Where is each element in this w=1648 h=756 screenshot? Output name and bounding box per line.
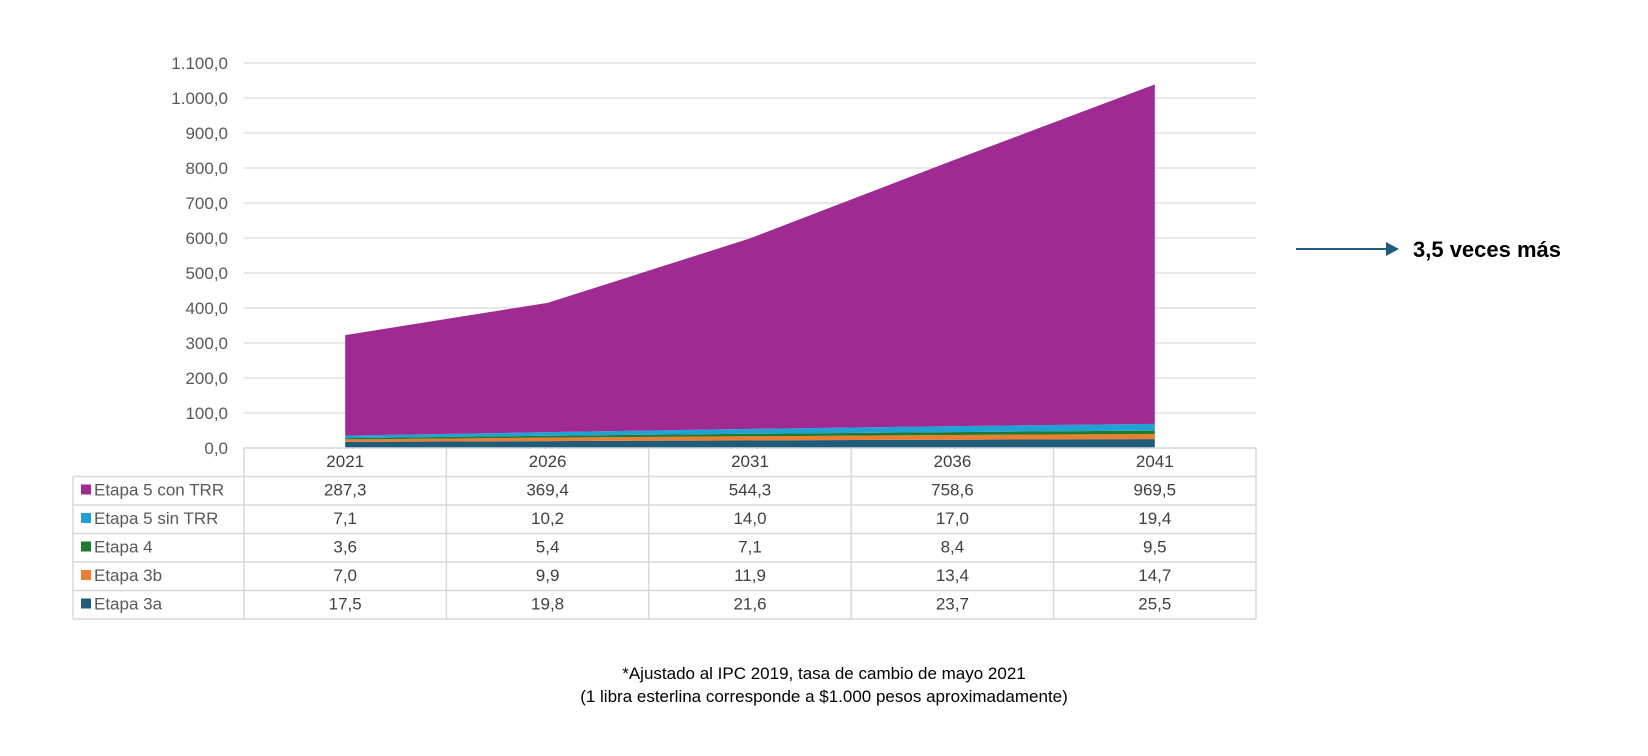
table-cell: 9,5 bbox=[1143, 538, 1167, 557]
table-cell: 17,0 bbox=[936, 509, 969, 528]
table-cell: 5,4 bbox=[536, 538, 560, 557]
legend-swatch bbox=[81, 484, 91, 495]
y-axis-ticks: 0,0 100,0 200,0 300,0 400,0 500,0 600,0 700,0 80… bbox=[171, 54, 228, 458]
y-tick-label: 1.100,0 bbox=[171, 54, 228, 73]
table-cell: 287,3 bbox=[324, 481, 367, 500]
y-tick-label: 1.000,0 bbox=[171, 89, 228, 108]
y-tick-label: 900,0 bbox=[185, 124, 228, 143]
series-label: Etapa 3a bbox=[94, 595, 163, 614]
table-cell: 8,4 bbox=[941, 538, 965, 557]
y-tick-label: 500,0 bbox=[185, 264, 228, 283]
x-tick-label: 2026 bbox=[529, 452, 567, 471]
legend-swatch bbox=[81, 541, 91, 552]
legend-swatch bbox=[81, 570, 91, 580]
callout-text: 3,5 veces más bbox=[1413, 237, 1561, 262]
area-etapa-5-con-trr bbox=[345, 84, 1155, 436]
x-tick-label: 2021 bbox=[326, 452, 364, 471]
table-cell: 7,1 bbox=[333, 509, 357, 528]
table-cell: 758,6 bbox=[931, 481, 974, 500]
callout: 3,5 veces más bbox=[1296, 237, 1561, 262]
table-cell: 19,8 bbox=[531, 595, 564, 614]
table-cell: 11,9 bbox=[734, 566, 766, 585]
y-tick-label: 0,0 bbox=[204, 439, 228, 458]
x-tick-label: 2031 bbox=[731, 452, 769, 471]
table-cell: 14,0 bbox=[733, 509, 766, 528]
area-etapa-5-sin-trr bbox=[345, 423, 1155, 439]
area-etapa-3b bbox=[345, 433, 1155, 442]
table-cell: 369,4 bbox=[526, 481, 569, 500]
arrow-right-icon bbox=[1386, 242, 1399, 256]
footnote-line-2: (1 libra esterlina corresponde a $1.000 … bbox=[580, 687, 1068, 706]
table-cell: 10,2 bbox=[531, 509, 564, 528]
table-cell: 13,4 bbox=[936, 566, 969, 585]
table-cell: 7,0 bbox=[333, 566, 357, 585]
data-table: 2021 2026 2031 2036 2041 Etapa 5 con TRR 287,3… bbox=[72, 447, 1257, 620]
y-tick-label: 400,0 bbox=[185, 299, 228, 318]
table-cell: 3,6 bbox=[333, 538, 357, 557]
area-series bbox=[345, 84, 1155, 448]
table-cell: 25,5 bbox=[1138, 595, 1171, 614]
y-tick-label: 300,0 bbox=[185, 334, 228, 353]
table-cell: 21,6 bbox=[733, 595, 766, 614]
footnote-line-1: *Ajustado al IPC 2019, tasa de cambio de… bbox=[622, 664, 1026, 683]
y-tick-label: 800,0 bbox=[185, 159, 228, 178]
table-cell: 23,7 bbox=[936, 595, 969, 614]
y-tick-label: 100,0 bbox=[185, 404, 228, 423]
y-tick-label: 200,0 bbox=[185, 369, 228, 388]
series-label: Etapa 5 sin TRR bbox=[94, 509, 218, 528]
series-label: Etapa 4 bbox=[94, 538, 153, 557]
x-tick-label: 2041 bbox=[1136, 452, 1174, 471]
table-cell: 14,7 bbox=[1138, 566, 1171, 585]
table-cell: 544,3 bbox=[729, 481, 772, 500]
legend-swatch bbox=[81, 513, 91, 523]
table-cell: 9,9 bbox=[536, 566, 560, 585]
table-cell: 17,5 bbox=[329, 595, 362, 614]
table-cell: 969,5 bbox=[1134, 481, 1177, 500]
table-cell: 19,4 bbox=[1138, 509, 1171, 528]
series-label: Etapa 5 con TRR bbox=[94, 481, 224, 500]
x-tick-label: 2036 bbox=[933, 452, 971, 471]
table-cell: 7,1 bbox=[738, 538, 762, 557]
area-etapa-4 bbox=[345, 430, 1155, 440]
area-etapa-3a bbox=[345, 439, 1155, 448]
y-tick-label: 700,0 bbox=[185, 194, 228, 213]
y-tick-label: 600,0 bbox=[185, 229, 228, 248]
legend-swatch bbox=[81, 598, 91, 609]
series-label: Etapa 3b bbox=[94, 566, 162, 585]
